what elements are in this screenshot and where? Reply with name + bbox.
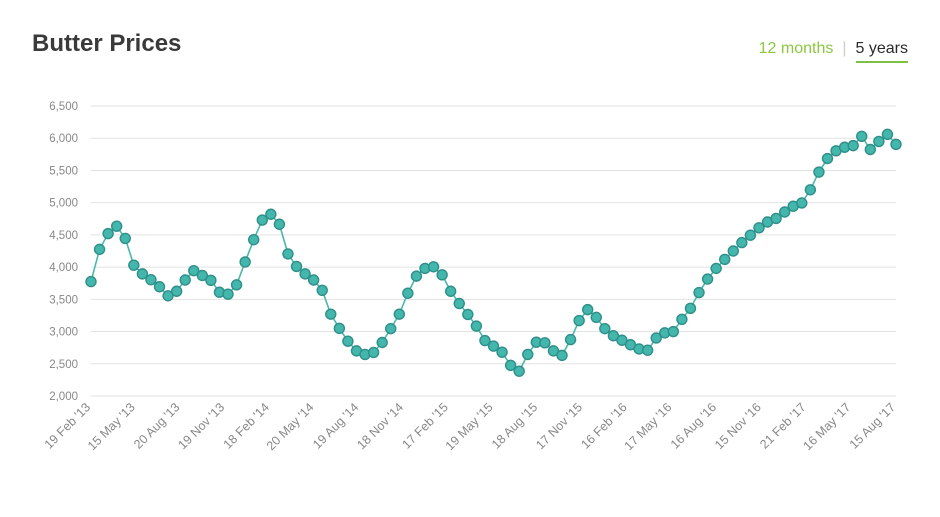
svg-text:3,500: 3,500 <box>49 294 78 306</box>
svg-text:16 May '17: 16 May '17 <box>801 400 854 453</box>
svg-text:4,500: 4,500 <box>49 230 78 242</box>
svg-text:18 Aug '15: 18 Aug '15 <box>489 400 540 451</box>
svg-text:17 Nov '15: 17 Nov '15 <box>533 400 585 452</box>
svg-text:2,500: 2,500 <box>49 359 78 371</box>
svg-text:15 Nov '16: 15 Nov '16 <box>712 400 764 452</box>
svg-text:15 May '13: 15 May '13 <box>85 400 138 453</box>
svg-text:20 Aug '13: 20 Aug '13 <box>131 400 182 451</box>
svg-text:20 May '14: 20 May '14 <box>264 400 317 453</box>
svg-text:19 May '15: 19 May '15 <box>443 400 496 453</box>
svg-text:18 Nov '14: 18 Nov '14 <box>354 400 406 452</box>
svg-text:19 Aug '14: 19 Aug '14 <box>310 400 361 451</box>
svg-text:5,500: 5,500 <box>49 165 78 177</box>
svg-text:3,000: 3,000 <box>49 327 78 339</box>
svg-text:16 Aug '16: 16 Aug '16 <box>668 400 719 451</box>
svg-text:19 Nov '13: 19 Nov '13 <box>175 400 227 452</box>
svg-text:6,000: 6,000 <box>49 133 78 145</box>
svg-text:6,500: 6,500 <box>49 101 78 113</box>
svg-text:4,000: 4,000 <box>49 262 78 274</box>
svg-text:2,000: 2,000 <box>49 391 78 403</box>
svg-text:15 Aug '17: 15 Aug '17 <box>847 400 898 451</box>
svg-text:5,000: 5,000 <box>49 198 78 210</box>
svg-text:17 May '16: 17 May '16 <box>622 400 675 453</box>
